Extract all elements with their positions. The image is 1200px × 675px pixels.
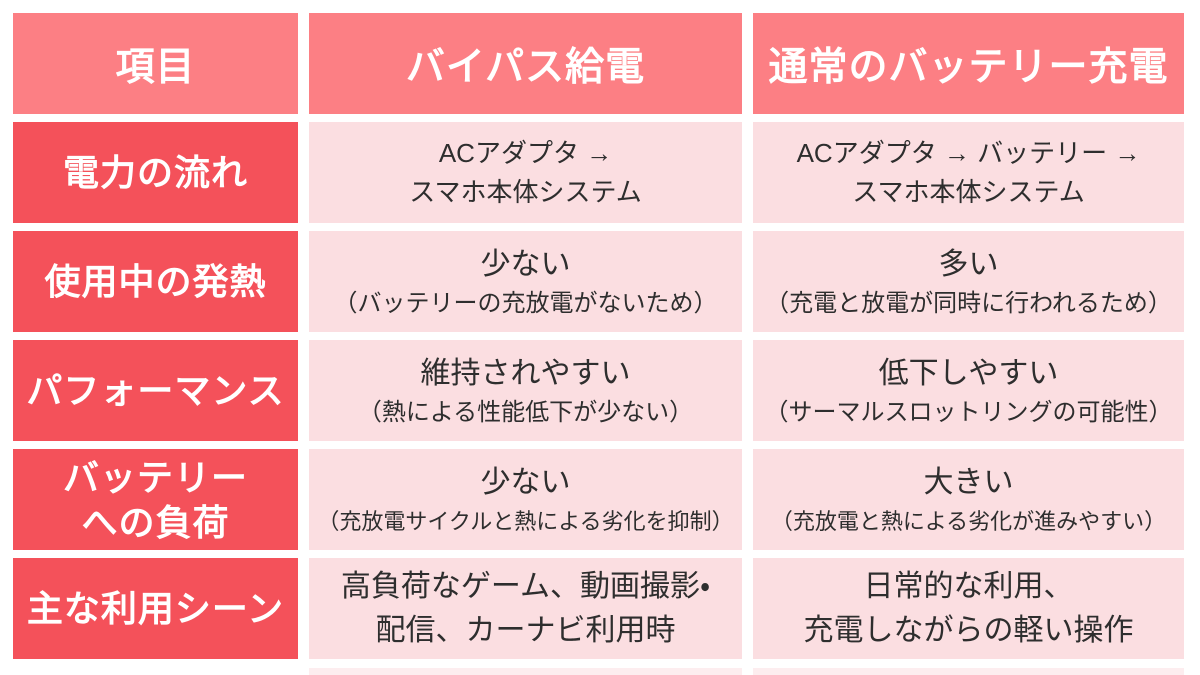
comparison-table: 項目 バイパス給電 通常のバッテリー充電 電力の流れ ACアダプタ → スマホ本… (13, 13, 1184, 659)
cell-line-sub: （充放電サイクルと熱による劣化を抑制） (317, 509, 734, 535)
cell-usage-scene-bypass: 高負荷なゲーム、動画撮影・ 配信、カーナビ利用時 (309, 558, 742, 659)
cell-line-main: 日常的な利用、 (863, 570, 1074, 603)
cell-battery-load-bypass: 少ない （充放電サイクルと熱による劣化を抑制） (309, 449, 742, 550)
cell-power-flow-normal: ACアダプタ → バッテリー → スマホ本体システム (753, 122, 1184, 223)
cell-line-sub: 配信、カーナビ利用時 (375, 613, 676, 647)
row-label-power-flow: 電力の流れ (13, 122, 298, 223)
cell-line-sub: スマホ本体システム (409, 176, 642, 207)
cell-heat-normal: 多い （充電と放電が同時に行われるため） (753, 231, 1184, 332)
cell-performance-normal: 低下しやすい （サーマルスロットリングの可能性） (753, 340, 1184, 441)
cell-line-main: ACアダプタ → (438, 137, 613, 168)
cell-heat-bypass: 少ない （バッテリーの充放電がないため） (309, 231, 742, 332)
cell-line-main: 高負荷なゲーム、動画撮影・ (340, 570, 711, 603)
cell-line-main: 多い (938, 247, 999, 281)
row-label-performance: パフォーマンス (13, 340, 298, 441)
next-row-peek-normal (753, 668, 1184, 675)
cell-line-main: 少ない (480, 247, 571, 281)
cell-line-sub: 充電しながらの軽い操作 (803, 613, 1134, 647)
row-label-usage-scene: 主な利用シーン (13, 558, 298, 659)
cell-line-main: 維持されやすい (420, 356, 631, 390)
cell-line-sub: （バッテリーの充放電がないため） (333, 290, 718, 318)
cell-line-main: 大きい (923, 465, 1014, 499)
cell-line-sub: スマホ本体システム (852, 176, 1085, 207)
row-label-heat: 使用中の発熱 (13, 231, 298, 332)
cell-battery-load-normal: 大きい （充放電と熱による劣化が進みやすい） (753, 449, 1184, 550)
row-label-battery-load: バッテリー への負荷 (13, 449, 298, 550)
cell-usage-scene-normal: 日常的な利用、 充電しながらの軽い操作 (753, 558, 1184, 659)
cell-performance-bypass: 維持されやすい （熱による性能低下が少ない） (309, 340, 742, 441)
cell-line-sub: （サーマルスロットリングの可能性） (764, 399, 1173, 427)
cell-line-main: 少ない (480, 465, 571, 499)
header-cell-normal: 通常のバッテリー充電 (753, 13, 1184, 114)
cell-line-sub: （充放電と熱による劣化が進みやすい） (770, 509, 1167, 535)
cell-line-sub: （熱による性能低下が少ない） (357, 399, 694, 427)
header-cell-bypass: バイパス給電 (309, 13, 742, 114)
cell-line-sub: （充電と放電が同時に行われるため） (765, 290, 1172, 318)
header-cell-item: 項目 (13, 13, 298, 114)
cell-power-flow-bypass: ACアダプタ → スマホ本体システム (309, 122, 742, 223)
cell-line-main: 低下しやすい (878, 356, 1059, 390)
cell-line-main: ACアダプタ → バッテリー → (796, 137, 1141, 168)
next-row-peek-bypass (309, 668, 742, 675)
